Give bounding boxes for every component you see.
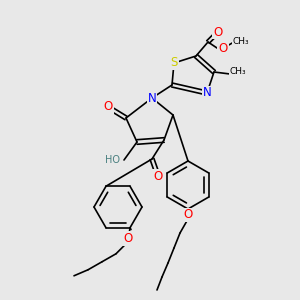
Text: O: O (218, 41, 228, 55)
Text: CH₃: CH₃ (233, 38, 249, 46)
Text: HO: HO (105, 155, 120, 165)
Text: O: O (123, 232, 133, 245)
Text: O: O (153, 169, 163, 182)
Text: O: O (103, 100, 112, 113)
Text: N: N (202, 86, 211, 100)
Text: N: N (148, 92, 156, 104)
Text: S: S (170, 56, 178, 70)
Text: CH₃: CH₃ (230, 68, 246, 76)
Text: O: O (213, 26, 223, 38)
Text: O: O (183, 208, 193, 221)
